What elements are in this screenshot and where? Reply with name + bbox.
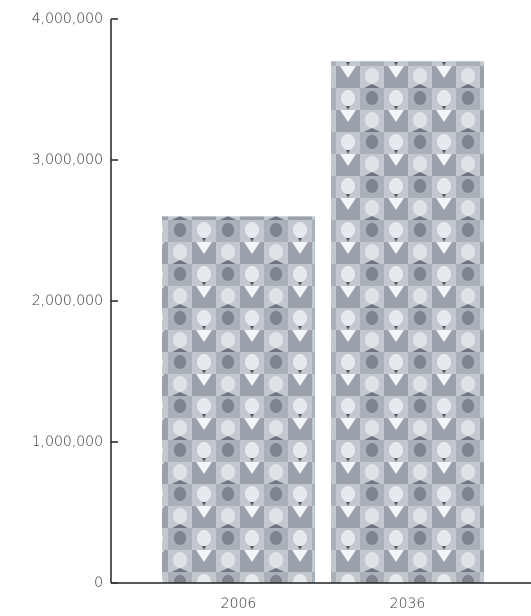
- y-tick-label: 3,000,000: [32, 152, 103, 168]
- bar: [331, 61, 484, 583]
- x-tick-label: 2036: [390, 596, 426, 612]
- chart: 0 1,000,000 2,000,000 3,000,000 4,000,000 200…: [0, 0, 531, 616]
- x-tick-label: 2006: [221, 596, 257, 612]
- y-tick-label: 1,000,000: [32, 434, 103, 450]
- y-tick-label: 0: [94, 575, 103, 591]
- bar: [162, 216, 315, 583]
- y-tick-label: 4,000,000: [32, 11, 103, 27]
- y-tick-label: 2,000,000: [32, 293, 103, 309]
